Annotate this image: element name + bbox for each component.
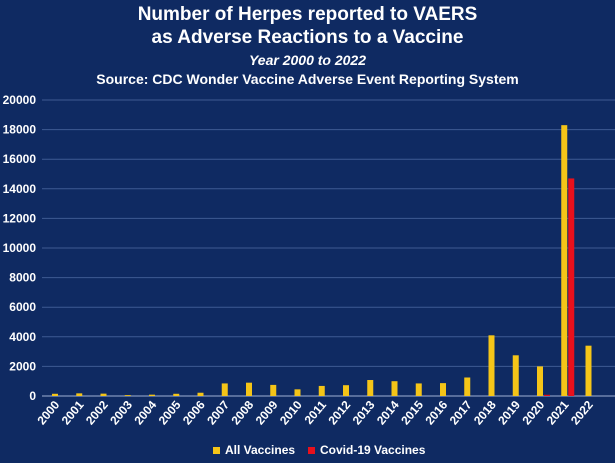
bar-covid-2020 bbox=[544, 394, 550, 396]
x-tick-label-2012: 2012 bbox=[325, 398, 353, 428]
bar-all-2016 bbox=[440, 383, 446, 396]
bar-all-2021 bbox=[561, 125, 568, 396]
x-tick-label-2001: 2001 bbox=[59, 398, 87, 428]
x-tick-label-2016: 2016 bbox=[422, 398, 450, 428]
bar-all-2000 bbox=[52, 393, 58, 396]
chart-title-line2: as Adverse Reactions to a Vaccine bbox=[151, 27, 464, 48]
bar-all-2002 bbox=[100, 393, 107, 396]
x-tick-label-2011: 2011 bbox=[302, 398, 330, 427]
x-tick-label-2002: 2002 bbox=[83, 398, 111, 428]
x-tick-label-2021: 2021 bbox=[544, 398, 572, 428]
bar-all-2019 bbox=[512, 355, 519, 396]
y-tick-label: 10000 bbox=[3, 241, 37, 255]
x-tick-label-2019: 2019 bbox=[495, 398, 523, 428]
bar-all-2017 bbox=[464, 377, 471, 396]
x-tick-label-2020: 2020 bbox=[519, 398, 547, 428]
bar-all-2006 bbox=[197, 392, 204, 396]
y-tick-label: 20000 bbox=[3, 93, 37, 107]
x-tick-label-2014: 2014 bbox=[374, 398, 402, 428]
chart-subtitle: Year 2000 to 2022 bbox=[248, 52, 366, 68]
x-tick-label-2003: 2003 bbox=[107, 398, 135, 428]
bar-covid-2021 bbox=[568, 178, 575, 396]
bar-all-2004 bbox=[149, 394, 155, 396]
y-tick-label: 2000 bbox=[9, 359, 36, 373]
x-tick-label-2007: 2007 bbox=[204, 398, 232, 428]
bar-all-2018 bbox=[488, 335, 495, 396]
y-tick-label: 12000 bbox=[3, 211, 37, 225]
bar-all-2003 bbox=[124, 395, 131, 396]
y-tick-label: 0 bbox=[29, 389, 36, 403]
x-tick-label-2013: 2013 bbox=[350, 398, 378, 428]
bar-all-2005 bbox=[173, 393, 180, 396]
y-tick-label: 14000 bbox=[3, 182, 37, 196]
y-tick-label: 6000 bbox=[9, 300, 36, 314]
x-tick-label-2005: 2005 bbox=[156, 398, 184, 428]
x-tick-label-2004: 2004 bbox=[131, 398, 159, 428]
y-tick-label: 8000 bbox=[9, 271, 36, 285]
x-tick-label-2006: 2006 bbox=[180, 398, 208, 428]
x-tick-label-2010: 2010 bbox=[277, 398, 305, 428]
bar-all-2009 bbox=[270, 384, 277, 396]
x-tick-label-2022: 2022 bbox=[568, 398, 596, 428]
legend-label-all-vaccines: All Vaccines bbox=[225, 443, 296, 457]
x-tick-label-2000: 2000 bbox=[34, 398, 62, 428]
y-tick-label: 18000 bbox=[3, 123, 37, 137]
legend: All Vaccines Covid-19 Vaccines bbox=[0, 440, 615, 460]
legend-item-all-vaccines: All Vaccines bbox=[213, 440, 295, 460]
bar-all-2014 bbox=[391, 381, 398, 396]
y-tick-label: 4000 bbox=[9, 330, 36, 344]
chart-source: Source: CDC Wonder Vaccine Adverse Event… bbox=[96, 71, 519, 87]
x-tick-label-2009: 2009 bbox=[253, 398, 281, 428]
bar-all-2008 bbox=[246, 382, 252, 396]
x-tick-label-2008: 2008 bbox=[228, 398, 256, 428]
bar-all-2022 bbox=[585, 345, 592, 396]
legend-label-covid-vaccines: Covid-19 Vaccines bbox=[320, 443, 426, 457]
bar-all-2011 bbox=[318, 385, 325, 396]
x-tick-label-2018: 2018 bbox=[471, 398, 499, 428]
bar-all-2012 bbox=[343, 385, 349, 396]
bar-all-2013 bbox=[367, 380, 374, 396]
x-tick-label-2017: 2017 bbox=[447, 398, 475, 428]
chart-title-line1: Number of Herpes reported to VAERS bbox=[137, 4, 478, 25]
legend-swatch-covid-vaccines bbox=[308, 446, 315, 454]
legend-item-covid-vaccines: Covid-19 Vaccines bbox=[308, 440, 425, 460]
bar-all-2001 bbox=[76, 393, 83, 396]
y-tick-label: 16000 bbox=[3, 152, 37, 166]
bar-all-2007 bbox=[221, 383, 228, 396]
bar-all-2020 bbox=[537, 366, 543, 396]
bar-all-2010 bbox=[294, 389, 301, 396]
x-tick-label-2015: 2015 bbox=[398, 398, 426, 428]
legend-swatch-all-vaccines bbox=[213, 446, 220, 454]
bar-all-2015 bbox=[415, 383, 422, 396]
